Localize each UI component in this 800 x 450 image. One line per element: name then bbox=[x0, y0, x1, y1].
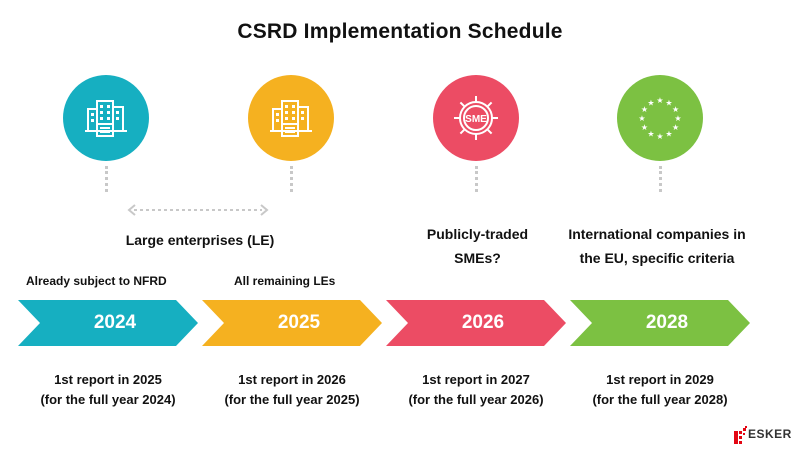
milestone-2028-report: 1st report in 2029 (for the full year 20… bbox=[565, 370, 755, 410]
milestone-2028-circle: ★ ★ ★ ★ ★ ★ ★ ★ ★ ★ ★ ★ bbox=[617, 75, 703, 161]
report-line-full-year: (for the full year 2026) bbox=[408, 392, 544, 407]
report-line-first: 1st report in 2026 bbox=[238, 372, 346, 387]
svg-text:★: ★ bbox=[672, 105, 679, 114]
timeline-year-2024: 2024 bbox=[93, 312, 137, 333]
timeline-arrow-2026: 2026 bbox=[386, 300, 566, 346]
milestone-2026-report: 1st report in 2027 (for the full year 20… bbox=[381, 370, 571, 410]
milestone-2028-label-line1: International companies in bbox=[568, 226, 746, 242]
milestone-2026-label-line2: SMEs? bbox=[454, 250, 501, 266]
milestone-2024-sub-label: Already subject to NFRD bbox=[26, 274, 167, 288]
report-line-first: 1st report in 2027 bbox=[422, 372, 530, 387]
svg-text:★: ★ bbox=[665, 130, 672, 139]
eu-stars-icon: ★ ★ ★ ★ ★ ★ ★ ★ ★ ★ ★ ★ bbox=[638, 96, 681, 141]
timeline-year-2026: 2026 bbox=[461, 312, 505, 333]
milestone-2025-circle bbox=[248, 75, 334, 161]
large-enterprises-label: Large enterprises (LE) bbox=[125, 232, 275, 248]
connector-dots-2028 bbox=[659, 166, 662, 192]
svg-text:★: ★ bbox=[641, 105, 648, 114]
timeline-arrow-2028: 2028 bbox=[570, 300, 750, 346]
milestone-2026-circle: SME bbox=[433, 75, 519, 161]
timeline-arrow-2024: 2024 bbox=[18, 300, 198, 346]
esker-logo-mark-icon bbox=[734, 426, 747, 444]
milestone-2025-sub-label: All remaining LEs bbox=[234, 274, 336, 288]
page-title: CSRD Implementation Schedule bbox=[237, 20, 563, 43]
svg-text:★: ★ bbox=[665, 98, 672, 107]
sme-gear-icon: SME bbox=[454, 96, 498, 140]
sme-icon-text: SME bbox=[465, 114, 487, 125]
connector-dots-2024 bbox=[105, 166, 108, 192]
timeline-year-2025: 2025 bbox=[277, 312, 321, 333]
office-buildings-icon bbox=[270, 100, 312, 137]
connector-dots-2025 bbox=[290, 166, 293, 192]
connector-dots-2026 bbox=[475, 166, 478, 192]
svg-text:★: ★ bbox=[641, 123, 648, 132]
svg-text:★: ★ bbox=[656, 132, 663, 141]
esker-logo-text: ESKER bbox=[748, 427, 792, 441]
svg-text:★: ★ bbox=[647, 98, 654, 107]
svg-text:★: ★ bbox=[674, 114, 681, 123]
milestone-2025-report: 1st report in 2026 (for the full year 20… bbox=[197, 370, 387, 410]
milestone-2026-label-line1: Publicly-traded bbox=[426, 226, 529, 242]
milestone-2024-circle bbox=[63, 75, 149, 161]
svg-text:★: ★ bbox=[656, 96, 663, 105]
timeline-arrow-2025: 2025 bbox=[202, 300, 382, 346]
office-buildings-icon bbox=[85, 100, 127, 137]
report-line-first: 1st report in 2025 bbox=[54, 372, 162, 387]
svg-text:★: ★ bbox=[672, 123, 679, 132]
report-line-full-year: (for the full year 2025) bbox=[224, 392, 360, 407]
report-line-first: 1st report in 2029 bbox=[606, 372, 714, 387]
large-enterprises-double-arrow bbox=[127, 204, 269, 216]
svg-text:★: ★ bbox=[647, 130, 654, 139]
esker-logo: ESKER bbox=[734, 425, 796, 445]
milestone-2024-report: 1st report in 2025 (for the full year 20… bbox=[13, 370, 203, 410]
timeline-year-2028: 2028 bbox=[645, 312, 689, 333]
milestone-2028-label: International companies in the EU, speci… bbox=[552, 222, 762, 270]
milestone-2028-label-line2: the EU, specific criteria bbox=[579, 250, 735, 266]
svg-text:★: ★ bbox=[638, 114, 645, 123]
report-line-full-year: (for the full year 2028) bbox=[592, 392, 728, 407]
report-line-full-year: (for the full year 2024) bbox=[40, 392, 176, 407]
milestone-2026-label: Publicly-traded SMEs? bbox=[395, 222, 560, 270]
